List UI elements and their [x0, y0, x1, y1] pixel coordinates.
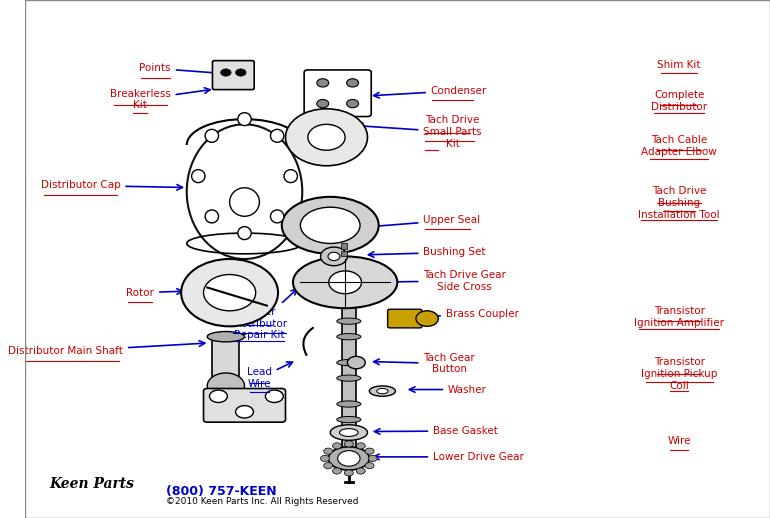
- Ellipse shape: [238, 113, 251, 126]
- Bar: [341, 243, 347, 249]
- Ellipse shape: [370, 386, 396, 396]
- FancyBboxPatch shape: [387, 309, 422, 328]
- Text: Tach Drive
Bushing
Installation Tool: Tach Drive Bushing Installation Tool: [638, 186, 720, 220]
- Text: Rotor: Rotor: [126, 287, 182, 298]
- Ellipse shape: [205, 130, 219, 142]
- Circle shape: [333, 468, 341, 474]
- Text: Transistor
Ignition Amplifier: Transistor Ignition Amplifier: [634, 306, 724, 328]
- Text: Tach Drive
Small Parts
Kit: Tach Drive Small Parts Kit: [357, 116, 482, 149]
- Text: ©2010 Keen Parts Inc. All Rights Reserved: ©2010 Keen Parts Inc. All Rights Reserve…: [166, 497, 359, 506]
- Ellipse shape: [270, 210, 284, 223]
- Circle shape: [357, 468, 365, 474]
- Circle shape: [347, 356, 365, 369]
- Circle shape: [320, 247, 347, 266]
- Text: Lower Drive Gear: Lower Drive Gear: [373, 452, 524, 462]
- Text: Complete
Distributor: Complete Distributor: [651, 90, 707, 112]
- Text: Transistor
Ignition Pickup
Coil: Transistor Ignition Pickup Coil: [641, 357, 717, 391]
- Ellipse shape: [207, 332, 245, 342]
- Ellipse shape: [377, 388, 388, 394]
- Text: Distributor Main Shaft: Distributor Main Shaft: [8, 341, 205, 356]
- Text: Lead
Wire: Lead Wire: [247, 362, 293, 389]
- Ellipse shape: [336, 416, 361, 423]
- Text: Upper
Distributor
Repair Kit: Upper Distributor Repair Kit: [231, 289, 297, 340]
- Circle shape: [368, 455, 377, 462]
- Circle shape: [357, 443, 365, 449]
- Circle shape: [266, 390, 283, 402]
- Ellipse shape: [300, 207, 360, 243]
- Text: Wire: Wire: [668, 436, 691, 447]
- Text: Base Gasket: Base Gasket: [374, 426, 498, 436]
- Ellipse shape: [330, 425, 367, 440]
- Circle shape: [365, 448, 374, 454]
- Circle shape: [323, 448, 333, 454]
- Circle shape: [203, 275, 256, 311]
- Ellipse shape: [336, 375, 361, 381]
- Ellipse shape: [328, 447, 370, 470]
- Text: Points: Points: [139, 63, 219, 76]
- Text: Breakerless
Kit: Breakerless Kit: [109, 88, 210, 110]
- FancyBboxPatch shape: [213, 61, 254, 90]
- Text: Washer: Washer: [410, 384, 487, 395]
- FancyBboxPatch shape: [203, 388, 286, 422]
- Bar: [341, 251, 347, 256]
- Ellipse shape: [284, 170, 297, 183]
- Text: Brass Coupler: Brass Coupler: [413, 309, 519, 320]
- Circle shape: [236, 69, 246, 76]
- Text: Tach Drive Gear
Side Cross: Tach Drive Gear Side Cross: [372, 270, 506, 292]
- Circle shape: [328, 252, 340, 261]
- Circle shape: [286, 109, 367, 166]
- Circle shape: [308, 124, 345, 150]
- Text: Shim Kit: Shim Kit: [658, 60, 701, 70]
- Circle shape: [365, 463, 374, 469]
- Circle shape: [333, 443, 341, 449]
- Circle shape: [221, 69, 231, 76]
- Ellipse shape: [336, 334, 361, 340]
- Circle shape: [346, 79, 359, 87]
- Ellipse shape: [336, 359, 361, 366]
- Text: Tach Gear
Button: Tach Gear Button: [373, 353, 475, 375]
- Circle shape: [329, 271, 362, 294]
- Circle shape: [316, 99, 329, 108]
- Ellipse shape: [270, 130, 284, 142]
- Circle shape: [181, 259, 278, 326]
- Circle shape: [209, 390, 227, 402]
- Circle shape: [323, 463, 333, 469]
- Circle shape: [344, 470, 353, 476]
- Ellipse shape: [340, 429, 358, 436]
- Text: Keen Parts: Keen Parts: [49, 477, 134, 492]
- Text: Upper Seal: Upper Seal: [372, 215, 480, 229]
- Circle shape: [207, 373, 245, 399]
- Ellipse shape: [192, 170, 205, 183]
- Text: (800) 757-KEEN: (800) 757-KEEN: [166, 484, 277, 498]
- Circle shape: [236, 406, 253, 418]
- Circle shape: [316, 79, 329, 87]
- Text: Tach Cable
Adapter Elbow: Tach Cable Adapter Elbow: [641, 135, 717, 157]
- Ellipse shape: [205, 210, 219, 223]
- Bar: [342, 280, 356, 456]
- Ellipse shape: [293, 256, 397, 308]
- Bar: [213, 339, 239, 381]
- Text: Bushing Set: Bushing Set: [368, 247, 486, 257]
- Ellipse shape: [336, 401, 361, 407]
- Circle shape: [338, 451, 360, 466]
- Ellipse shape: [229, 188, 259, 217]
- Ellipse shape: [336, 318, 361, 324]
- Circle shape: [344, 441, 353, 447]
- Text: Condenser: Condenser: [373, 85, 487, 98]
- Ellipse shape: [238, 227, 251, 239]
- Circle shape: [416, 311, 438, 326]
- Text: Distributor Cap: Distributor Cap: [41, 180, 182, 191]
- Circle shape: [320, 455, 330, 462]
- Circle shape: [346, 99, 359, 108]
- Ellipse shape: [282, 197, 379, 254]
